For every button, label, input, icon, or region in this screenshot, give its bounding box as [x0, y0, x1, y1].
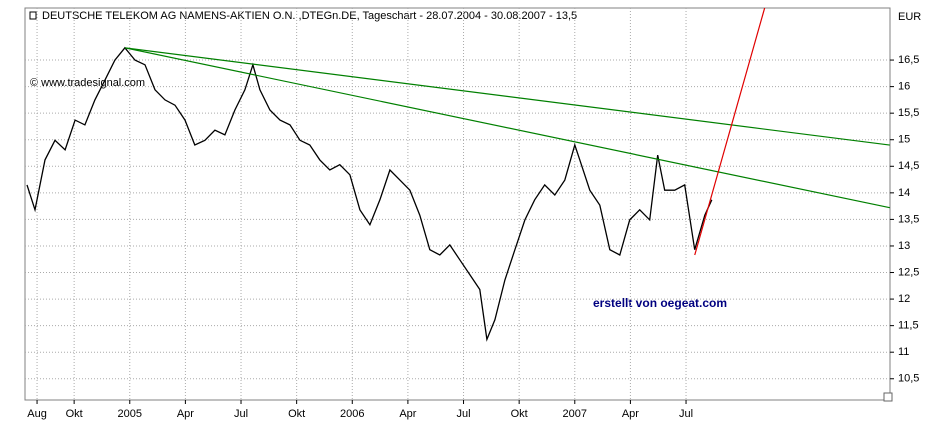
- y-tick-label: 15,5: [898, 107, 919, 119]
- price-line: [26, 46, 713, 342]
- y-tick-label: 10,5: [898, 373, 919, 385]
- copyright: © www.tradesignal.com: [30, 77, 145, 89]
- y-tick-label: 16: [898, 81, 910, 93]
- x-tick-label: Jul: [679, 408, 693, 420]
- x-tick-label: Jul: [234, 408, 248, 420]
- x-tick-label: Okt: [511, 408, 528, 420]
- icon: [29, 11, 37, 20]
- plot-layer: [26, 8, 890, 342]
- trendline: [124, 47, 890, 209]
- y-tick-label: 16,5: [898, 54, 919, 66]
- y-tick-label: 12,5: [898, 266, 919, 278]
- plot-area: [24, 7, 891, 401]
- annotation: erstellt von oegeat.com: [593, 296, 727, 310]
- x-tick-label: Okt: [66, 408, 83, 420]
- y-tick-label: 12: [898, 293, 910, 305]
- y-tick-label: 11,5: [898, 320, 919, 332]
- trendline: [694, 8, 766, 256]
- x-tick-label: Apr: [399, 408, 416, 420]
- trendline: [124, 47, 890, 146]
- y-tick-label: 13,5: [898, 213, 919, 225]
- x-tick-label: 2007: [563, 408, 587, 420]
- y-tick-label: 13: [898, 240, 910, 252]
- x-tick-label: Okt: [288, 408, 305, 420]
- x-tick-label: 2005: [118, 408, 142, 420]
- x-tick-label: 2006: [340, 408, 364, 420]
- chart-title: DEUTSCHE TELEKOM AG NAMENS-AKTIEN O.N. ,…: [42, 10, 577, 22]
- x-tick-label: Aug: [27, 408, 47, 420]
- y-tick-label: 14: [898, 187, 910, 199]
- y-tick-label: 14,5: [898, 160, 919, 172]
- x-tick-label: Apr: [177, 408, 194, 420]
- y-unit: EUR: [898, 11, 921, 23]
- y-tick-label: 15: [898, 134, 910, 146]
- x-tick-label: Jul: [456, 408, 470, 420]
- resize-handle: [883, 392, 893, 402]
- y-tick-label: 11: [898, 346, 909, 358]
- x-tick-label: Apr: [622, 408, 639, 420]
